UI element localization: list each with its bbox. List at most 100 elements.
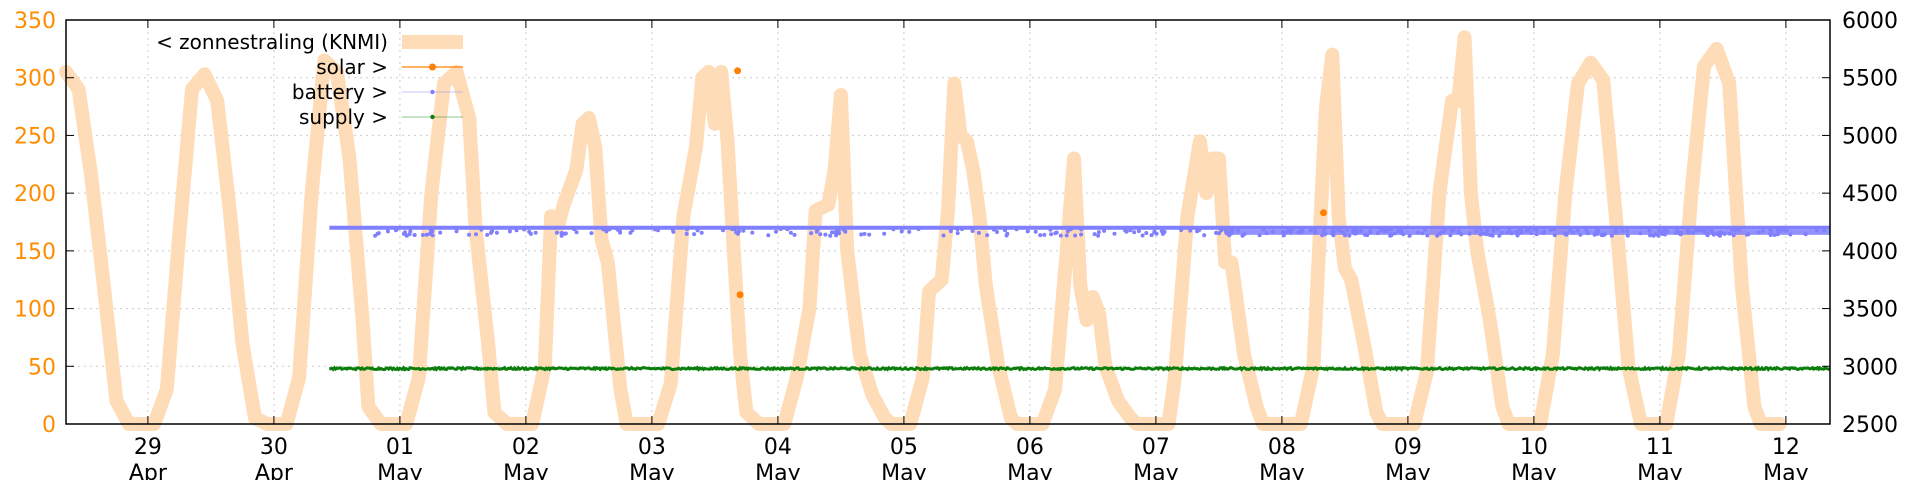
battery-point — [574, 230, 579, 235]
battery-point — [1073, 233, 1078, 238]
battery-point — [1112, 231, 1117, 236]
y-left-tick-label: 50 — [28, 355, 56, 380]
x-tick-label-month: May — [1133, 461, 1178, 480]
battery-point — [1136, 229, 1141, 234]
battery-point — [572, 227, 577, 232]
battery-point — [514, 228, 519, 233]
battery-point — [685, 227, 689, 232]
battery-point — [1195, 228, 1200, 233]
battery-point — [533, 230, 538, 235]
battery-point — [1124, 229, 1129, 234]
battery-point — [427, 231, 432, 236]
x-tick-label-month: May — [1385, 461, 1430, 480]
battery-point — [955, 227, 960, 232]
battery-point — [774, 229, 778, 234]
x-tick-label-day: 05 — [890, 435, 918, 460]
x-tick-label-day: 12 — [1772, 435, 1800, 460]
battery-point — [828, 233, 833, 238]
y-left-tick-label: 100 — [14, 298, 56, 323]
battery-point — [834, 229, 839, 234]
battery-point — [489, 230, 493, 235]
battery-point — [373, 233, 378, 238]
battery-point — [788, 230, 793, 235]
battery-point — [628, 230, 633, 235]
battery-point — [815, 227, 820, 231]
battery-point — [494, 230, 499, 235]
battery-point — [438, 230, 443, 235]
battery-point — [859, 232, 864, 237]
x-tick-label-day: 06 — [1016, 435, 1044, 460]
x-tick-label-month: May — [755, 461, 800, 480]
x-tick-label-month: May — [1007, 461, 1052, 480]
battery-point — [1219, 228, 1224, 233]
battery-point — [1132, 230, 1137, 235]
battery-point — [976, 230, 981, 235]
battery-point — [733, 227, 737, 232]
battery-point — [1092, 232, 1097, 237]
battery-point — [601, 227, 606, 232]
battery-point — [721, 228, 725, 233]
battery-point — [671, 229, 676, 234]
x-tick-label-day: 04 — [764, 435, 792, 460]
x-tick-label-day: 07 — [1142, 435, 1170, 460]
battery-point — [985, 233, 990, 238]
battery-point — [785, 227, 790, 232]
y-right-tick-label: 6000 — [1842, 9, 1898, 34]
x-tick-label-day: 08 — [1268, 435, 1296, 460]
y-right-tick-label: 2500 — [1842, 413, 1898, 438]
y-right-tick-label: 5500 — [1842, 67, 1898, 92]
battery-point — [960, 227, 964, 232]
battery-point — [991, 227, 996, 232]
y-right-tick-label: 5000 — [1842, 124, 1898, 149]
solar-point — [736, 291, 744, 299]
battery-point — [1102, 228, 1107, 233]
battery-point — [695, 228, 700, 233]
battery-point — [615, 227, 620, 232]
battery-point — [1042, 232, 1047, 237]
supply-line — [328, 365, 1831, 372]
battery-point — [604, 229, 609, 234]
x-axis: 29Apr30Apr01May02May03May04May05May06May… — [129, 20, 1809, 480]
legend-label-radiation: < zonnestraling (KNMI) — [156, 30, 388, 54]
battery-point — [1079, 227, 1084, 232]
battery-point — [607, 227, 612, 232]
battery-point — [809, 231, 814, 236]
battery-point — [882, 231, 887, 236]
battery-point — [899, 229, 904, 234]
x-tick-label-month: May — [503, 461, 548, 480]
battery-point — [830, 230, 834, 235]
battery-point — [692, 232, 697, 237]
x-tick-label-day: 10 — [1520, 435, 1548, 460]
battery-point — [1140, 233, 1145, 238]
legend: < zonnestraling (KNMI)solar >battery >su… — [156, 30, 463, 129]
battery-point — [1014, 227, 1019, 232]
battery-point — [454, 229, 459, 234]
battery-point — [385, 229, 390, 234]
battery-point — [420, 233, 425, 237]
y-right-tick-label: 4000 — [1842, 240, 1898, 265]
x-tick-label-month: May — [1511, 461, 1556, 480]
x-tick-label-day: 03 — [638, 435, 666, 460]
x-tick-label-month: Apr — [255, 461, 294, 480]
battery-point — [479, 227, 484, 232]
x-tick-label-day: 11 — [1646, 435, 1674, 460]
battery-point — [970, 229, 975, 233]
y-left-tick-label: 0 — [42, 413, 56, 438]
battery-point — [562, 231, 567, 236]
battery-point — [995, 230, 999, 234]
x-tick-label-day: 02 — [512, 435, 540, 460]
x-tick-label-month: May — [1637, 461, 1682, 480]
battery-point — [467, 232, 471, 237]
battery-point — [891, 227, 896, 232]
y-axis-left: 0 50 100 150 200 250 300 350 — [14, 9, 74, 438]
battery-point — [474, 232, 478, 237]
battery-point — [699, 230, 704, 235]
battery-point — [1058, 233, 1063, 238]
battery-point — [1096, 233, 1101, 238]
battery-point — [1049, 232, 1054, 237]
x-tick-label-month: May — [1259, 461, 1304, 480]
legend-label-battery: battery > — [292, 80, 388, 104]
battery-point — [730, 227, 735, 232]
battery-point — [589, 231, 594, 236]
